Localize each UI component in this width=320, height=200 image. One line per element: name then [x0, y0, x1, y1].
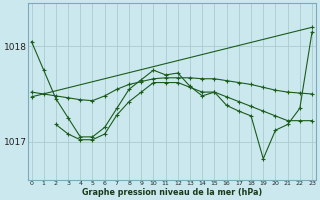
- X-axis label: Graphe pression niveau de la mer (hPa): Graphe pression niveau de la mer (hPa): [82, 188, 262, 197]
